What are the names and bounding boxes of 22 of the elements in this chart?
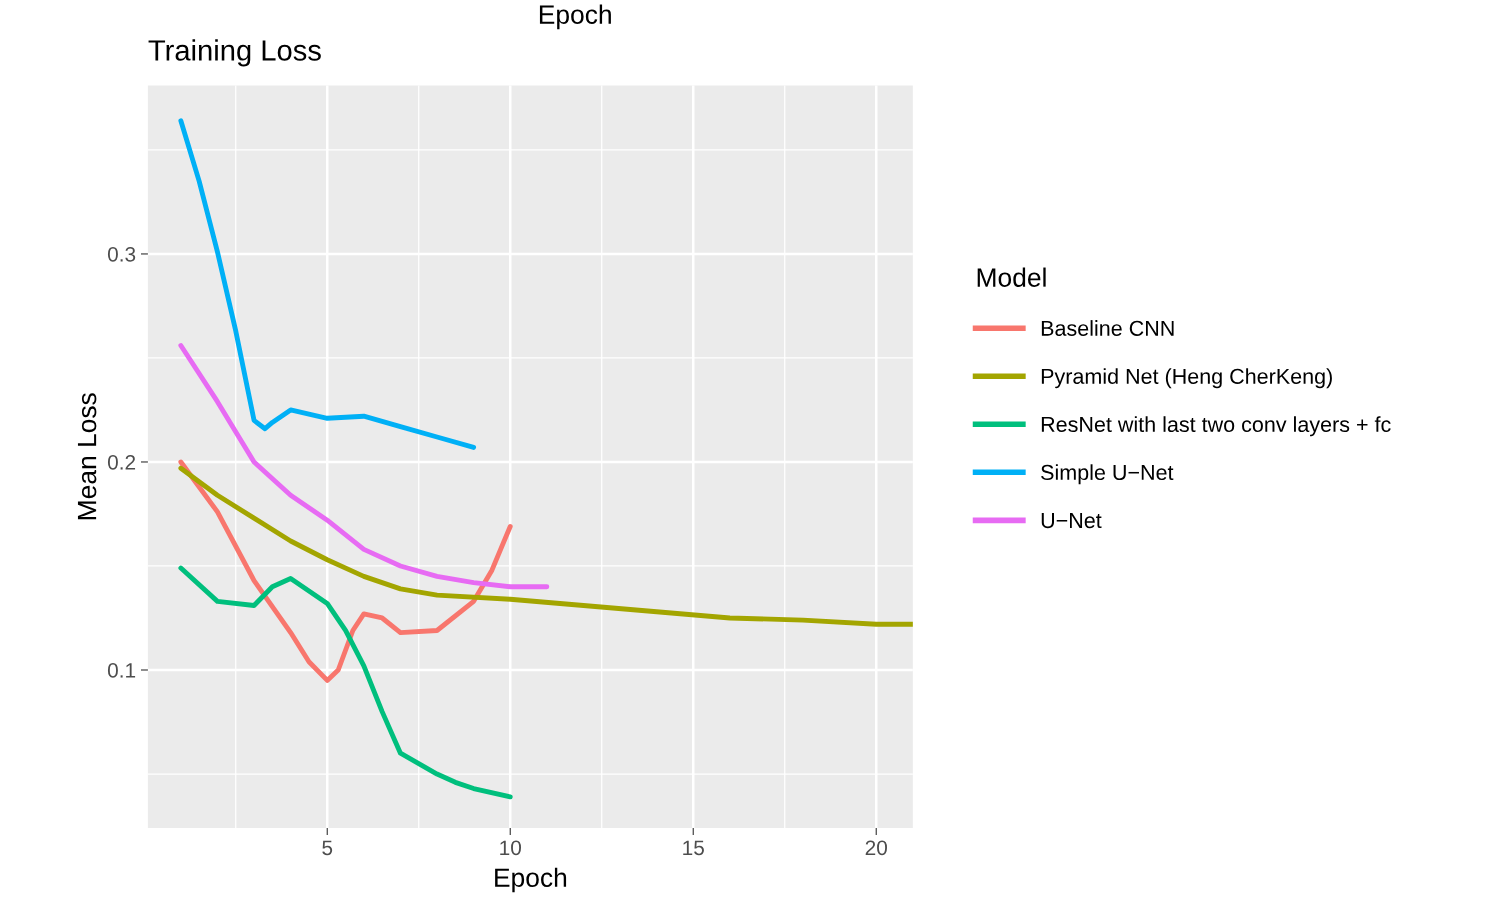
line-series (178, 565, 513, 800)
text: Epoch (539, 4, 611, 30)
x-axis-title: Epoch (495, 867, 567, 893)
y-tick-label: 0.2 (107, 454, 136, 470)
x-tick-label: 5 (322, 840, 333, 856)
legend-label: Simple U−Net (1041, 464, 1174, 485)
x-tick-label: 15 (683, 840, 704, 856)
legend-label: Pyramid Net (Heng CherKeng) (1041, 368, 1332, 389)
legend-label: Baseline CNN (1041, 320, 1174, 336)
line-series (178, 343, 550, 590)
y-tick-label: 0.1 (107, 663, 136, 678)
y-tick-label: 0.3 (107, 246, 136, 262)
line-series (178, 459, 513, 683)
x-tick-label: 10 (500, 840, 522, 856)
line-series (178, 118, 477, 450)
legend-label: U−Net (1041, 513, 1102, 529)
chart-title: Training Loss (148, 39, 321, 67)
line-series (178, 465, 913, 627)
x-tick-label: 20 (865, 840, 888, 856)
legend-title: Model (977, 267, 1046, 287)
legend-label: ResNet with last two conv layers + fc (1041, 416, 1391, 437)
y-axis-title: Mean Loss (77, 393, 97, 520)
